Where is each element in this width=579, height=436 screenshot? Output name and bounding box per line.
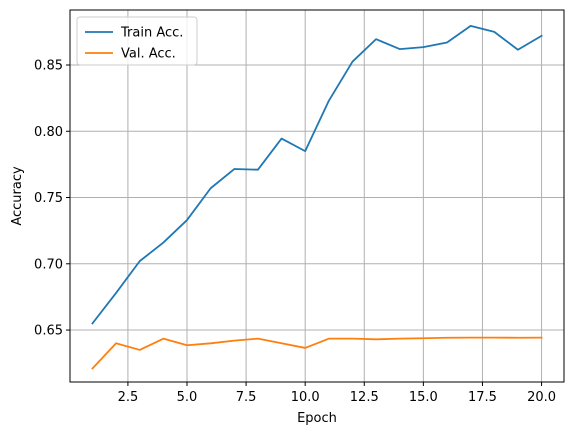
x-tick-label: 20.0 [527,390,556,405]
x-axis-ticks: 2.5 5.0 7.5 10.0 12.5 15.0 17.5 20.0 [118,382,556,405]
y-tick-label: 0.70 [34,257,63,272]
x-tick-label: 17.5 [468,390,497,405]
series-line-train-acc [91,24,543,325]
x-tick-label: 7.5 [236,390,257,405]
x-tick-label: 15.0 [409,390,438,405]
y-tick-label: 0.75 [34,191,63,206]
legend-label-train-acc: Train Acc. [120,26,183,41]
x-tick-label: 2.5 [118,390,139,405]
x-tick-label: 10.0 [291,390,320,405]
x-tick-label: 5.0 [177,390,198,405]
y-axis-ticks: 0.65 0.70 0.75 0.80 0.85 [34,58,70,339]
plot-frame [69,9,565,383]
series-line-val-acc [91,336,543,370]
x-tick-label: 12.5 [350,390,379,405]
y-tick-label: 0.85 [34,58,63,73]
grid [70,10,564,382]
y-tick-label: 0.80 [34,125,63,140]
legend-label-val-acc: Val. Acc. [121,47,176,62]
legend: Train Acc. Val. Acc. [76,16,198,66]
series-lines [91,24,543,370]
y-tick-label: 0.65 [34,324,63,339]
x-axis-label: Epoch [297,411,337,426]
y-axis-label: Accuracy [10,166,25,226]
